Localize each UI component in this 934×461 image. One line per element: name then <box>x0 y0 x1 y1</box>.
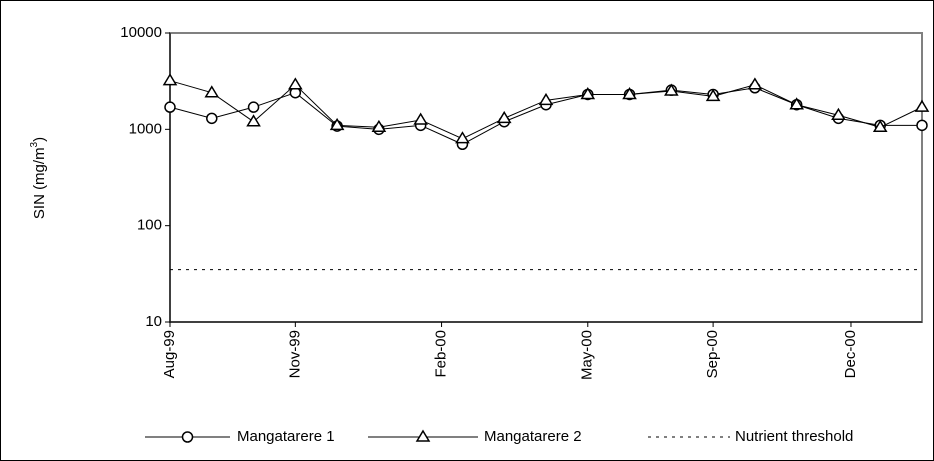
data-point <box>789 97 804 110</box>
legend-label: Mangatarere 1 <box>237 428 335 445</box>
data-point <box>164 101 176 113</box>
y-tick-label: 10 <box>145 313 162 330</box>
data-point <box>288 77 303 90</box>
data-point <box>705 88 721 102</box>
data-point <box>747 77 763 90</box>
data-point <box>247 101 260 113</box>
data-point <box>246 114 261 127</box>
y-tick-label: 1000 <box>129 120 162 137</box>
data-point <box>455 131 470 144</box>
data-point <box>622 87 637 100</box>
x-tick-label: Dec-00 <box>842 330 859 378</box>
data-point <box>329 117 345 131</box>
x-tick-label: Aug-99 <box>161 330 178 378</box>
x-tick-label: May-00 <box>579 330 596 380</box>
data-point <box>914 99 930 112</box>
y-axis-label-superscript: 3 <box>29 141 40 147</box>
y-axis-label-suffix: ) <box>31 137 48 142</box>
legend-marker <box>415 429 431 442</box>
legend-label: Mangatarere 2 <box>484 428 582 445</box>
data-point <box>204 85 220 98</box>
data-point <box>371 119 387 133</box>
data-point <box>916 119 928 132</box>
x-tick-label: Sep-00 <box>704 330 721 378</box>
data-point <box>664 83 679 96</box>
y-axis-label: SIN (mg/m3) <box>29 137 48 219</box>
data-point <box>496 110 512 124</box>
data-point <box>413 112 428 125</box>
data-point <box>580 87 596 100</box>
y-tick-label: 100 <box>137 217 162 234</box>
legend-label: Nutrient threshold <box>735 428 853 445</box>
data-point <box>872 119 888 133</box>
data-point <box>538 92 554 106</box>
x-tick-label: Feb-00 <box>433 330 450 378</box>
x-tick-label: Nov-99 <box>286 330 303 378</box>
data-point <box>162 73 178 86</box>
data-point <box>831 107 846 121</box>
y-tick-label: 10000 <box>120 24 162 41</box>
data-point <box>206 112 218 125</box>
legend-marker <box>181 431 194 443</box>
y-axis-label-text: SIN (mg/m <box>31 147 48 219</box>
